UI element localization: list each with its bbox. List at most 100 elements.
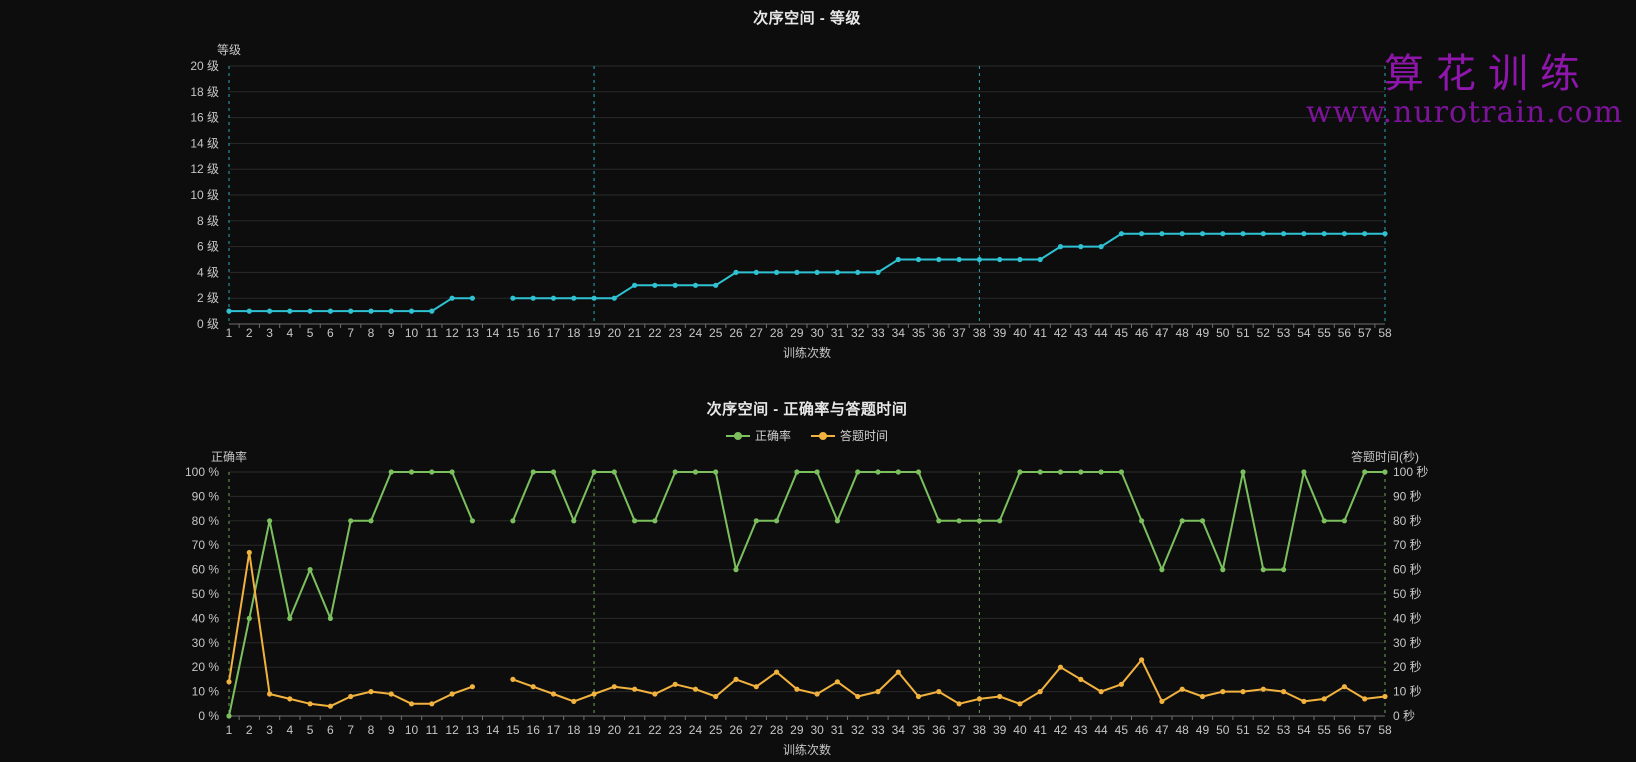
- y-axis-tick-label: 20 %: [192, 660, 220, 674]
- data-point-marker: [408, 308, 415, 314]
- y-axis-tick-label: 0 级: [197, 317, 219, 331]
- data-point-marker: [1301, 231, 1307, 237]
- data-point-marker: [246, 549, 252, 556]
- data-point-marker: [652, 518, 658, 524]
- x-axis-tick-label: 40: [1013, 326, 1027, 340]
- data-point-marker: [550, 691, 557, 697]
- accuracy-legend-label: 正确率: [754, 429, 791, 443]
- x-axis-tick-label: 54: [1297, 723, 1311, 737]
- level-chart-plot-area[interactable]: [229, 66, 1385, 324]
- y-axis-right-tick-label: 0 秒: [1393, 709, 1415, 723]
- data-point-marker: [550, 469, 557, 475]
- x-axis-tick-label: 10: [405, 723, 419, 737]
- data-point-marker: [1179, 231, 1185, 237]
- data-point-marker: [591, 295, 597, 301]
- x-axis-tick-label: 32: [851, 723, 865, 737]
- data-point-marker: [1199, 693, 1206, 700]
- x-axis-tick-label: 46: [1135, 326, 1149, 340]
- data-point-marker: [1078, 244, 1084, 250]
- data-point-marker: [834, 269, 841, 275]
- data-point-marker: [794, 686, 800, 692]
- data-point-marker: [348, 518, 354, 524]
- data-point-marker: [1017, 256, 1023, 263]
- data-point-marker: [1220, 231, 1226, 237]
- data-point-marker: [632, 518, 638, 524]
- x-axis-tick-label: 35: [912, 723, 926, 737]
- x-axis-tick-label: 20: [608, 723, 622, 737]
- data-point-marker: [1017, 701, 1023, 707]
- data-point-marker: [672, 681, 678, 687]
- y-axis-tick-label: 40 %: [192, 611, 220, 625]
- data-point-marker: [327, 703, 333, 709]
- data-point-marker: [1240, 689, 1246, 695]
- data-point-marker: [1139, 657, 1145, 663]
- x-axis-tick-label: 52: [1257, 326, 1271, 340]
- data-point-marker: [753, 269, 759, 275]
- x-axis-tick-label: 48: [1176, 723, 1190, 737]
- data-point-marker: [834, 679, 841, 685]
- x-axis-tick-label: 54: [1297, 326, 1311, 340]
- x-axis-tick-label: 2: [246, 723, 253, 737]
- legend-item-answer-time[interactable]: 答题时间: [811, 427, 888, 444]
- data-point-marker: [875, 689, 881, 695]
- watermark-url-text: www.nurotrain.com: [1306, 95, 1624, 130]
- legend-item-accuracy[interactable]: 正确率: [725, 427, 791, 444]
- data-point-marker: [936, 689, 942, 695]
- data-point-marker: [267, 691, 273, 697]
- data-point-marker: [1159, 231, 1165, 237]
- data-point-marker: [1382, 231, 1388, 237]
- data-point-marker: [449, 295, 455, 301]
- data-point-marker: [591, 691, 597, 697]
- x-axis-tick-label: 37: [952, 723, 966, 737]
- y-axis-tick-label: 6 级: [197, 240, 219, 254]
- x-axis-tick-label: 39: [993, 326, 1007, 340]
- data-point-marker: [976, 256, 983, 263]
- x-axis-tick-label: 13: [466, 723, 480, 737]
- x-axis-tick-label: 13: [466, 326, 480, 340]
- x-axis-tick-label: 37: [952, 326, 966, 340]
- x-axis-tick-label: 26: [729, 723, 743, 737]
- data-point-marker: [469, 518, 475, 524]
- data-point-marker: [733, 676, 739, 683]
- data-point-marker: [307, 701, 313, 707]
- data-point-marker: [1017, 469, 1023, 475]
- y-axis-name: 等级: [217, 43, 241, 57]
- x-axis-tick-label: 49: [1196, 326, 1210, 340]
- data-point-marker: [1260, 686, 1266, 692]
- data-point-marker: [1362, 696, 1368, 702]
- data-point-marker: [327, 615, 333, 622]
- x-axis-tick-label: 1: [226, 723, 233, 737]
- data-point-marker: [1382, 693, 1388, 700]
- data-point-marker: [1199, 518, 1206, 524]
- accuracy-time-chart-plot-area[interactable]: [229, 472, 1385, 716]
- data-point-marker: [632, 282, 638, 288]
- accuracy-time-chart-plot: 0 % 0 秒 10 % 10 秒 20 % 20 秒 30 % 30 秒 40 % 40 秒 50…: [185, 449, 1428, 757]
- x-axis-tick-label: 31: [831, 326, 845, 340]
- data-point-marker: [834, 518, 841, 524]
- data-point-marker: [936, 518, 942, 524]
- x-axis-tick-label: 12: [445, 723, 459, 737]
- data-point-marker: [1341, 231, 1347, 237]
- data-point-marker: [672, 469, 678, 475]
- x-axis-tick-label: 18: [567, 326, 581, 340]
- data-point-marker: [1057, 469, 1064, 475]
- y-axis-right-tick-label: 40 秒: [1393, 611, 1422, 625]
- x-axis-tick-label: 21: [628, 723, 642, 737]
- data-point-marker: [1281, 567, 1287, 573]
- x-axis-tick-label: 52: [1257, 723, 1271, 737]
- data-point-marker: [1382, 469, 1388, 475]
- data-point-marker: [1179, 518, 1185, 524]
- data-point-marker: [1341, 518, 1347, 524]
- x-axis-tick-label: 18: [567, 723, 581, 737]
- data-point-marker: [1139, 231, 1145, 237]
- x-axis-tick-label: 17: [547, 326, 561, 340]
- y-axis-tick-label: 8 级: [197, 214, 219, 228]
- x-axis-tick-label: 9: [388, 326, 395, 340]
- x-axis-tick-label: 58: [1378, 326, 1392, 340]
- y-axis-right-tick-label: 10 秒: [1393, 685, 1422, 699]
- x-axis-tick-label: 26: [729, 326, 743, 340]
- data-point-marker: [814, 469, 820, 475]
- y-axis-tick-label: 90 %: [192, 489, 220, 503]
- x-axis-tick-label: 41: [1034, 723, 1048, 737]
- data-point-marker: [692, 282, 699, 288]
